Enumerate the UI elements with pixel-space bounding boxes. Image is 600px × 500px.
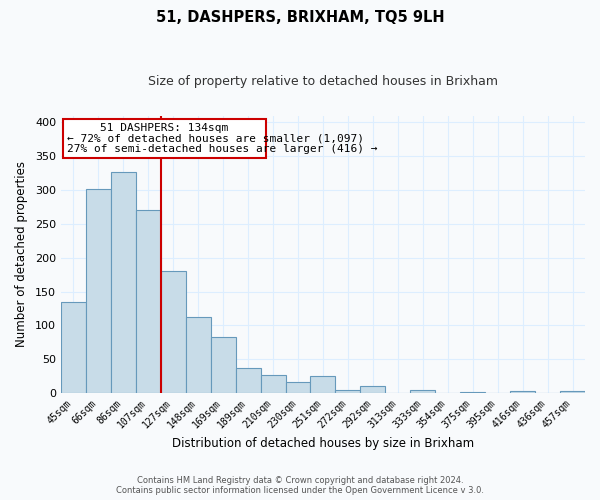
Bar [361,386,385,393]
Bar [310,376,335,393]
Bar [560,391,585,393]
X-axis label: Distribution of detached houses by size in Brixham: Distribution of detached houses by size … [172,437,474,450]
Bar [211,337,236,393]
Text: ← 72% of detached houses are smaller (1,097): ← 72% of detached houses are smaller (1,… [67,134,364,144]
Bar [111,172,136,393]
Bar [61,302,86,393]
Title: Size of property relative to detached houses in Brixham: Size of property relative to detached ho… [148,75,498,88]
Text: 51, DASHPERS, BRIXHAM, TQ5 9LH: 51, DASHPERS, BRIXHAM, TQ5 9LH [155,10,445,25]
Bar [410,390,435,393]
Bar [186,318,211,393]
Y-axis label: Number of detached properties: Number of detached properties [15,162,28,348]
Bar [161,270,186,393]
Text: 27% of semi-detached houses are larger (416) →: 27% of semi-detached houses are larger (… [67,144,377,154]
Text: 51 DASHPERS: 134sqm: 51 DASHPERS: 134sqm [100,123,229,133]
Bar [460,392,485,393]
Bar [136,210,161,393]
Bar [286,382,310,393]
Bar [335,390,361,393]
FancyBboxPatch shape [64,119,266,158]
Bar [236,368,260,393]
Text: Contains HM Land Registry data © Crown copyright and database right 2024.
Contai: Contains HM Land Registry data © Crown c… [116,476,484,495]
Bar [260,375,286,393]
Bar [86,188,111,393]
Bar [510,391,535,393]
